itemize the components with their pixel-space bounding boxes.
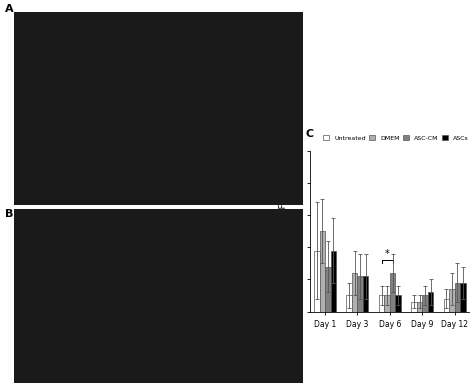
Bar (411, 302, 417, 312)
Bar (422, 296, 428, 312)
Bar (314, 250, 319, 312)
Text: *: * (385, 249, 390, 259)
Bar (319, 231, 325, 312)
Bar (449, 289, 455, 312)
Text: B: B (5, 209, 13, 219)
Bar (428, 292, 433, 312)
Legend: Untreated, DMEM, ASC-CM, ASCs: Untreated, DMEM, ASC-CM, ASCs (322, 135, 469, 142)
Bar (417, 302, 422, 312)
Bar (460, 283, 465, 312)
Bar (395, 296, 401, 312)
Bar (357, 276, 363, 312)
Bar (352, 273, 357, 312)
Bar (444, 299, 449, 312)
Bar (390, 273, 395, 312)
Bar (346, 296, 352, 312)
Bar (384, 296, 390, 312)
Text: A: A (5, 4, 13, 14)
Bar (330, 250, 336, 312)
Bar (363, 276, 368, 312)
Y-axis label: β-catenin MFI: β-catenin MFI (279, 200, 288, 262)
Bar (379, 296, 384, 312)
Text: C: C (306, 129, 314, 139)
Bar (325, 267, 330, 312)
Bar (455, 283, 460, 312)
